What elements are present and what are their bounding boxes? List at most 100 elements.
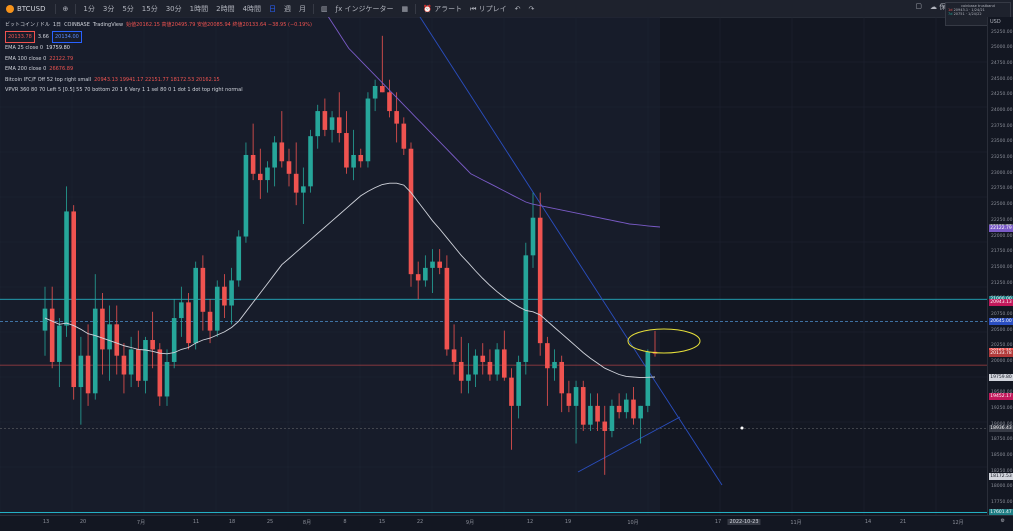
price-tick: 20500.00 xyxy=(991,327,1013,333)
row1-label: 1d xyxy=(948,8,953,12)
indicators-button[interactable]: ƒx インジケーター xyxy=(335,4,394,13)
bitcoin-indicator-values: 20943.13 19941.17 22151.77 18172.53 2016… xyxy=(94,76,220,83)
candle-body-30 xyxy=(257,173,263,181)
row2-label: 7d xyxy=(948,12,953,16)
axis-settings-icon[interactable]: ⚙ xyxy=(1000,518,1005,524)
spread: 3.66 xyxy=(37,33,49,40)
candle-body-44 xyxy=(358,154,364,162)
layout-icon[interactable]: ▢ xyxy=(915,2,922,10)
price-tick: 21250.00 xyxy=(991,280,1013,286)
candle-body-69 xyxy=(537,217,543,344)
candle-body-63 xyxy=(494,349,500,375)
candle-body-82 xyxy=(631,399,636,419)
bitcoin-indicator-row[interactable]: Bitcoin IFC/F Off 52 top right small 2094… xyxy=(5,75,312,86)
timeframe-1[interactable]: 3分 xyxy=(102,4,115,13)
timeframe-5[interactable]: 1時間 xyxy=(189,4,209,13)
price-label-pink: 19452.17 xyxy=(989,392,1013,400)
timeframe-9[interactable]: 週 xyxy=(284,4,292,13)
legend-title-row: ビットコイン / ドル 1日 COINBASE TradingView 始値20… xyxy=(5,20,312,31)
price-tick: 24750.00 xyxy=(991,61,1013,67)
ema25-row[interactable]: EMA 25 close 0 19759.80 xyxy=(5,43,312,54)
candle-body-38 xyxy=(315,111,321,137)
candle-body-75 xyxy=(580,387,586,425)
price-label-cross: 18936.43 xyxy=(989,425,1013,433)
timeframe-7[interactable]: 4時間 xyxy=(242,4,262,13)
candle-body-70 xyxy=(545,343,550,369)
price-tick: 24500.00 xyxy=(991,76,1013,82)
timeframe-10[interactable]: 月 xyxy=(299,4,307,13)
candle-body-41 xyxy=(336,117,342,134)
price-tick: 24000.00 xyxy=(991,108,1013,114)
candle-body-64 xyxy=(501,349,507,378)
timeframe-4[interactable]: 30分 xyxy=(165,4,182,13)
price-tick: 19000.00 xyxy=(991,422,1012,427)
candle-body-1 xyxy=(49,308,55,362)
candle-body-57 xyxy=(451,349,457,362)
timeframe-8[interactable]: 日 xyxy=(269,4,277,13)
vpvr-label: VPVR 360 80 70 Left 5 [0.5] 55 70 bottom… xyxy=(5,87,243,93)
time-tick: 15 xyxy=(378,519,386,525)
price-tick: 25000.00 xyxy=(991,45,1013,51)
timeframe-6[interactable]: 2時間 xyxy=(216,4,235,13)
candle-body-74 xyxy=(573,387,579,406)
price-tick: 18250.00 xyxy=(991,468,1013,474)
ema200-row[interactable]: EMA 200 close 0 26676.89 xyxy=(5,64,312,75)
candle-body-71 xyxy=(552,361,557,369)
replay-button[interactable]: ⏮ リプレイ xyxy=(470,4,507,13)
candle-body-73 xyxy=(566,393,572,406)
candle-body-36 xyxy=(301,186,306,193)
redo-icon[interactable]: ↷ xyxy=(528,4,535,13)
vpvr-row[interactable]: VPVR 360 80 70 Left 5 [0.5] 55 70 bottom… xyxy=(5,85,312,96)
add-symbol-icon[interactable]: ⊕ xyxy=(62,4,69,13)
divider xyxy=(313,3,315,14)
candle-body-62 xyxy=(487,361,493,375)
timeframe-0[interactable]: 1分 xyxy=(83,4,95,13)
price-label-line_teal: 21000.00 xyxy=(989,295,1013,303)
row1-values: 20943.1 · 1/24/21 xyxy=(953,8,985,12)
candle-body-79 xyxy=(609,405,615,431)
time-axis[interactable]: ⚙ 13 20 7月 11 18 25 8月 8 15 22 9月 12 19 10月 17 2022-10-… xyxy=(0,515,1013,531)
ema100-row[interactable]: EMA 100 close 0 22122.79 xyxy=(5,54,312,65)
undo-icon[interactable]: ↶ xyxy=(514,4,521,13)
price-tick: 21500.00 xyxy=(991,264,1013,270)
bid-badge[interactable]: 20133.78 xyxy=(5,30,35,43)
candle-body-21 xyxy=(193,267,199,344)
price-tick: 18500.00 xyxy=(991,453,1013,459)
ema25-value: 19759.80 xyxy=(46,45,70,51)
candle-body-81 xyxy=(623,399,629,413)
time-tick: 14 xyxy=(864,519,872,525)
candle-body-43 xyxy=(351,154,356,168)
ema200-value: 26676.89 xyxy=(49,66,74,72)
time-tick: 19 xyxy=(564,519,572,525)
candle-body-4 xyxy=(71,211,77,388)
candle-body-16 xyxy=(157,349,163,397)
trustband-row-1: 1d 20943.1 · 1/24/21 xyxy=(948,8,1008,12)
trendline-descending xyxy=(419,17,723,486)
candle-body-84 xyxy=(645,351,651,406)
top-toolbar: BTCUSD ⊕ 1分 3分 5分 15分 30分 1時間 2時間 4時間日週月 ▥ ƒx イ… xyxy=(0,0,1013,18)
candle-body-28 xyxy=(243,154,249,237)
timeframe-2[interactable]: 5分 xyxy=(122,4,134,13)
candle-body-59 xyxy=(466,374,471,381)
price-chart[interactable] xyxy=(0,17,987,515)
price-tick: 17750.00 xyxy=(991,500,1013,506)
price-tick: 19250.00 xyxy=(991,406,1013,411)
price-tick: 22000.00 xyxy=(991,233,1013,239)
candle-body-10 xyxy=(114,324,120,356)
symbol-selector[interactable]: BTCUSD xyxy=(0,4,52,13)
candle-body-52 xyxy=(415,274,421,281)
ask-badge[interactable]: 20134.00 xyxy=(52,30,82,43)
candle-body-65 xyxy=(509,377,514,406)
alert-button[interactable]: ⏰ アラート xyxy=(423,4,463,13)
timeframe-3[interactable]: 15分 xyxy=(141,4,158,13)
candle-body-15 xyxy=(150,340,155,350)
chart-type-icon[interactable]: ▥ xyxy=(321,4,328,13)
candle-body-12 xyxy=(128,349,134,375)
exchange: COINBASE xyxy=(64,22,90,28)
time-tick: 8月 xyxy=(302,520,312,526)
price-axis[interactable]: USD 25250.00 25000.00 24750.00 24500.00 2425… xyxy=(987,17,1013,516)
candle-body-68 xyxy=(530,217,536,256)
templates-icon[interactable]: ▦ xyxy=(401,4,409,13)
divider xyxy=(54,3,56,14)
price-tick: 20250.00 xyxy=(991,343,1013,349)
